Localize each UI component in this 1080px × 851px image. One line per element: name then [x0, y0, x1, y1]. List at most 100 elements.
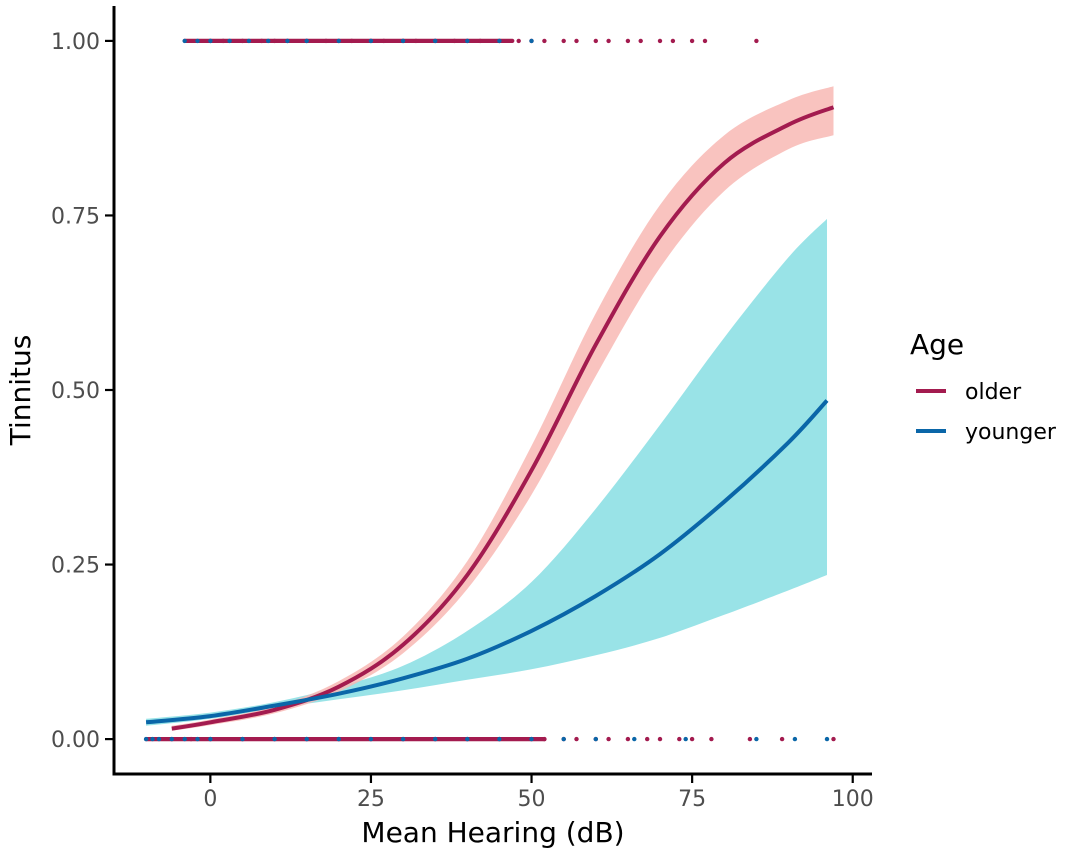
point-older: [561, 38, 566, 44]
point-older: [779, 736, 785, 742]
point-younger: [465, 736, 470, 742]
point-older: [478, 38, 483, 44]
point-younger: [529, 38, 534, 44]
point-older: [413, 38, 419, 44]
point-older: [709, 736, 714, 742]
point-younger: [497, 736, 502, 742]
y-tick-label: 0.25: [51, 554, 100, 579]
point-older: [657, 736, 663, 742]
point-younger: [266, 38, 271, 44]
point-older: [574, 736, 579, 742]
point-younger: [156, 736, 162, 742]
point-younger: [433, 38, 438, 44]
point-older: [323, 38, 329, 44]
line-younger: [145, 399, 829, 725]
point-older: [606, 38, 611, 44]
point-younger: [433, 736, 438, 742]
point-older: [542, 38, 547, 44]
point-younger: [336, 736, 341, 742]
point-older: [574, 38, 579, 44]
point-older: [645, 736, 650, 742]
band-older: [171, 86, 834, 731]
fit-lines: [145, 105, 835, 731]
point-older: [381, 38, 386, 44]
legend-title: Age: [910, 328, 964, 361]
observed-points: [143, 38, 836, 742]
point-older: [272, 38, 277, 44]
confidence-bands: [146, 86, 834, 731]
point-younger: [208, 736, 213, 742]
point-younger: [593, 736, 598, 742]
point-older: [677, 736, 682, 742]
point-older: [747, 736, 753, 742]
point-older: [259, 38, 264, 44]
axes: [112, 6, 872, 776]
point-younger: [182, 38, 187, 44]
point-younger: [272, 736, 277, 742]
point-older: [638, 38, 643, 44]
point-younger: [195, 38, 200, 44]
x-axis-title: Mean Hearing (dB): [361, 816, 624, 849]
point-older: [188, 736, 194, 742]
point-older: [831, 736, 836, 742]
legend-label-younger: younger: [965, 420, 1057, 445]
x-tick-label: 100: [832, 787, 874, 812]
point-older: [516, 38, 521, 44]
x-tick-label: 25: [357, 787, 385, 812]
x-tick-label: 0: [203, 787, 217, 812]
point-younger: [240, 736, 245, 742]
point-younger: [304, 736, 309, 742]
point-younger: [754, 736, 759, 742]
point-younger: [246, 38, 252, 44]
legend: Age older younger: [910, 328, 1057, 445]
legend-label-older: older: [965, 380, 1022, 405]
point-younger: [497, 38, 502, 44]
band-younger: [146, 218, 828, 726]
point-younger: [143, 736, 149, 742]
point-older: [542, 736, 547, 742]
point-older: [625, 736, 631, 742]
point-younger: [150, 736, 155, 742]
point-younger: [368, 736, 374, 742]
point-younger: [400, 38, 406, 44]
x-tick-label: 75: [678, 787, 706, 812]
y-axis-title: Tinnitus: [4, 335, 37, 447]
point-older: [625, 38, 631, 44]
point-older: [657, 38, 663, 44]
point-younger: [227, 38, 232, 44]
point-younger: [182, 736, 187, 742]
point-older: [689, 38, 695, 44]
x-tick-label: 50: [518, 787, 546, 812]
point-older: [240, 38, 245, 44]
point-younger: [195, 736, 200, 742]
point-older: [606, 736, 611, 742]
point-older: [670, 38, 676, 44]
point-younger: [336, 38, 341, 44]
y-tick-label: 0.00: [51, 728, 100, 753]
point-younger: [368, 38, 374, 44]
point-younger: [632, 736, 637, 742]
point-older: [689, 736, 695, 742]
y-tick-label: 0.50: [51, 379, 100, 404]
point-older: [349, 38, 354, 44]
point-older: [702, 38, 708, 44]
point-younger: [285, 38, 290, 44]
point-older: [593, 38, 598, 44]
point-younger: [304, 38, 309, 44]
point-younger: [529, 736, 534, 742]
point-younger: [792, 736, 798, 742]
y-tick-label: 1.00: [51, 30, 100, 55]
point-older: [452, 38, 457, 44]
y-tick-label: 0.75: [51, 204, 100, 229]
point-younger: [824, 736, 830, 742]
line-older: [171, 105, 835, 731]
point-younger: [683, 736, 688, 742]
point-older: [754, 38, 759, 44]
point-older: [221, 38, 226, 44]
point-younger: [208, 38, 213, 44]
point-younger: [400, 736, 406, 742]
point-younger: [465, 38, 470, 44]
point-younger: [169, 736, 174, 742]
ticks: 0 25 50 75 100 0.00 0.25 0.50 0.75 1.00: [51, 30, 874, 812]
